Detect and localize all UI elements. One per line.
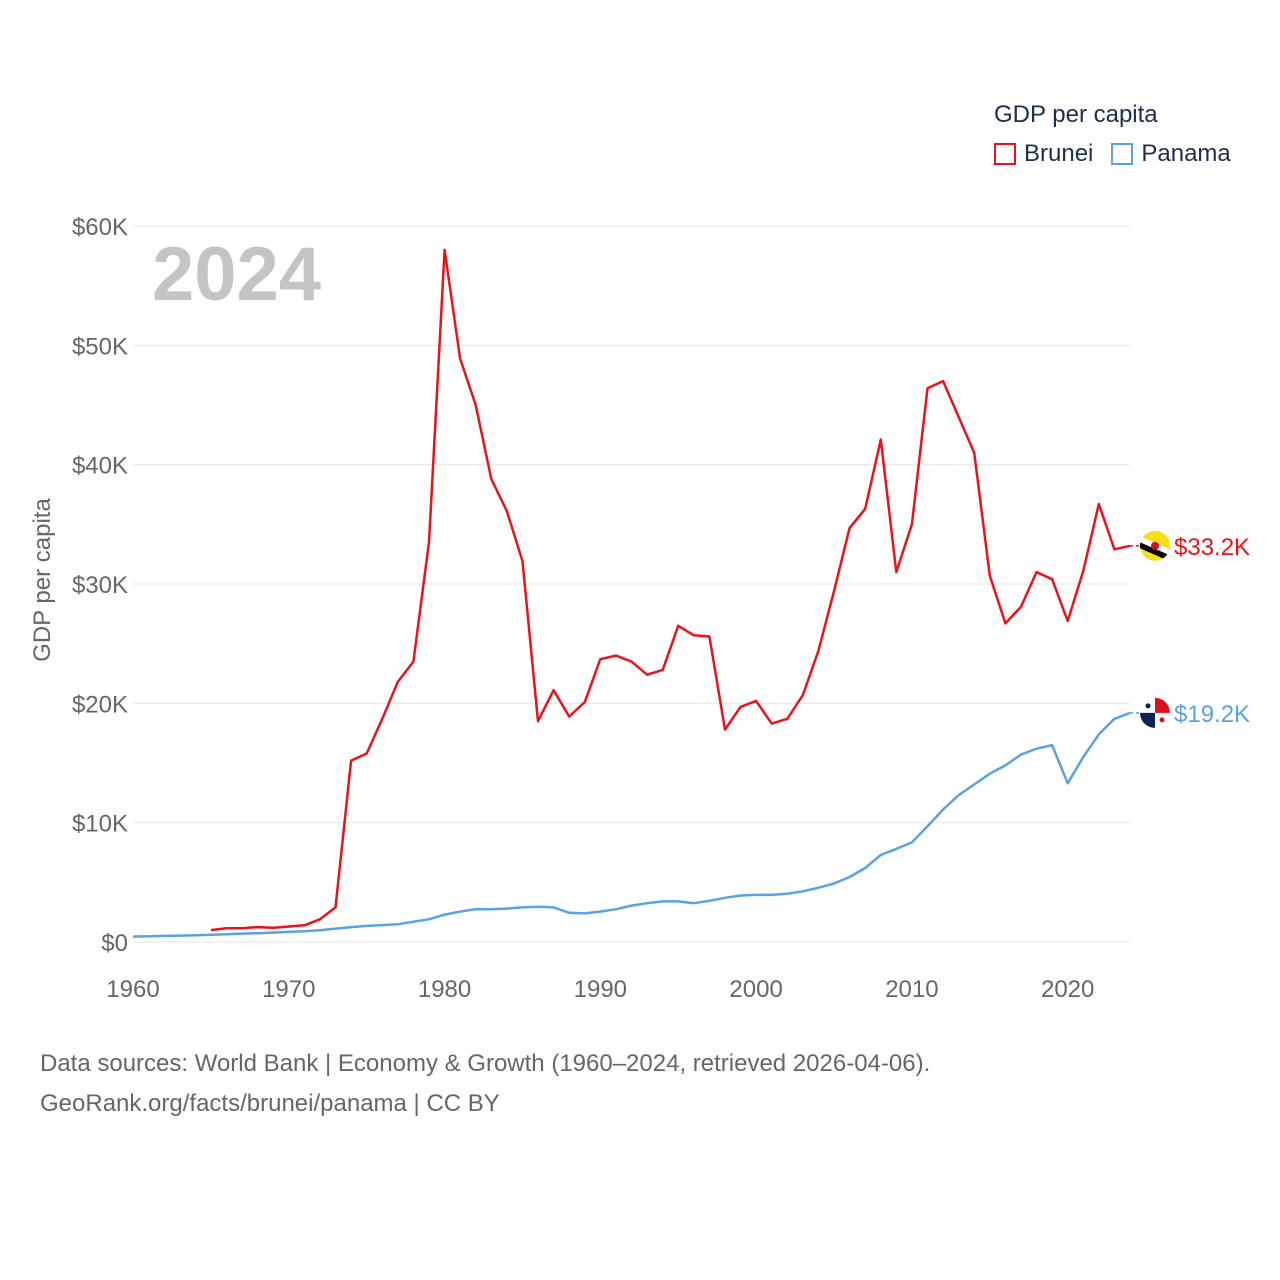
legend-label-brunei: Brunei [1024, 140, 1094, 167]
series-end-markers: $33.2K $19.2K [1130, 530, 1250, 728]
y-axis-label: GDP per capita [29, 498, 56, 662]
legend-title: GDP per capita [994, 101, 1158, 128]
y-tick-label: $60K [72, 214, 128, 241]
y-tick-label: $20K [72, 691, 128, 718]
x-tick-label: 1990 [574, 976, 627, 1003]
end-value-label-panama: $19.2K [1174, 701, 1250, 728]
legend: GDP per capita Brunei Panama [994, 100, 1249, 168]
y-tick-label: $10K [72, 811, 128, 838]
end-value-label-brunei: $33.2K [1174, 534, 1250, 561]
series-line-brunei [210, 248, 1131, 932]
legend-swatch-panama [1111, 143, 1134, 165]
footer: Data sources: World Bank | Economy & Gro… [40, 1044, 930, 1124]
brunei-flag-icon [1140, 530, 1170, 561]
legend-swatch-brunei [994, 143, 1016, 165]
y-tick-label: $40K [72, 453, 128, 480]
footer-data-sources: Data sources: World Bank | Economy & Gro… [40, 1050, 931, 1077]
series-line-panama [132, 711, 1131, 938]
panama-flag-icon [1140, 697, 1170, 728]
x-tick-label: 2000 [729, 976, 782, 1003]
x-tick-label: 2020 [1041, 976, 1094, 1003]
legend-label-panama: Panama [1141, 140, 1231, 167]
y-tick-label: $50K [72, 333, 128, 360]
x-tick-label: 1980 [418, 976, 471, 1003]
x-tick-label: 1970 [262, 976, 315, 1003]
x-tick-label: 2010 [885, 976, 938, 1003]
grid-lines [133, 225, 1130, 943]
x-tick-label: 1960 [106, 976, 159, 1003]
legend-entries: Brunei Panama [994, 140, 1249, 168]
year-watermark: 2024 [152, 232, 321, 317]
y-axis-ticks: $0 $10K $20K $30K $40K $50K $60K [72, 214, 128, 957]
x-axis-ticks: 1960 1970 1980 1990 2000 2010 2020 [106, 976, 1094, 1003]
legend-item-panama[interactable]: Panama [1111, 140, 1231, 168]
series-lines [132, 248, 1131, 938]
y-tick-label: $30K [72, 572, 128, 599]
footer-source-link[interactable]: GeoRank.org/facts/brunei/panama | CC BY [40, 1090, 500, 1117]
y-tick-label: $0 [101, 930, 128, 957]
legend-item-brunei[interactable]: Brunei [994, 140, 1093, 168]
